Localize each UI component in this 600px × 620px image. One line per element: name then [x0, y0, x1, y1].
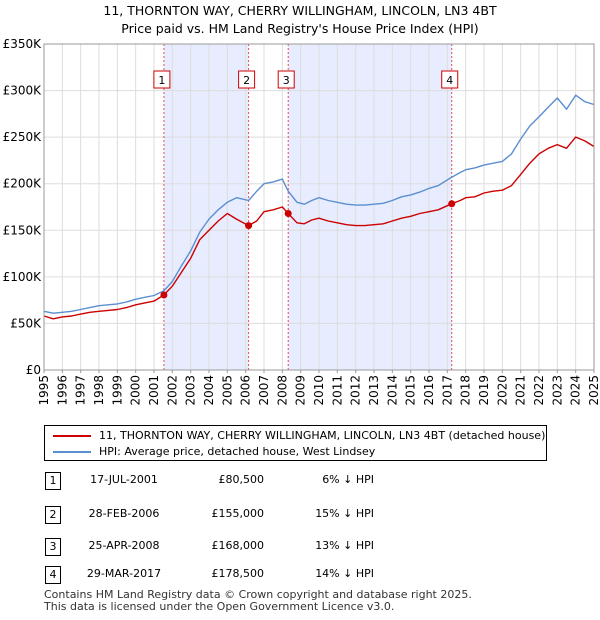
footer-line-1: Contains HM Land Registry data © Crown c… — [44, 588, 472, 601]
x-tick-label: 2020 — [495, 375, 509, 406]
x-tick-label: 2017 — [440, 375, 454, 406]
table-row: 4 29-MAR-2017 £178,500 14% ↓ HPI — [44, 564, 444, 584]
y-tick-label: £100K — [3, 270, 43, 284]
transaction-hpi: 15% ↓ HPI — [315, 507, 374, 520]
x-tick-label: 2025 — [587, 375, 600, 406]
transaction-price: £178,500 — [211, 567, 265, 580]
marker-box — [153, 70, 171, 89]
legend: 11, THORNTON WAY, CHERRY WILLINGHAM, LIN… — [44, 425, 547, 461]
transaction-badge: 4 — [45, 566, 61, 584]
legend-item-red: 11, THORNTON WAY, CHERRY WILLINGHAM, LIN… — [53, 428, 545, 444]
transaction-date: 28-FEB-2006 — [88, 507, 160, 520]
y-tick-label: £0 — [26, 363, 41, 377]
legend-item-blue: HPI: Average price, detached house, West… — [53, 444, 375, 460]
x-tick-label: 1998 — [92, 375, 106, 406]
transaction-badge: 3 — [45, 538, 61, 556]
x-tick-label: 1995 — [37, 375, 51, 406]
x-tick-label: 2018 — [459, 375, 473, 406]
x-tick-label: 2023 — [550, 375, 564, 406]
x-tick-label: 1999 — [110, 375, 124, 406]
x-tick-label: 2016 — [422, 375, 436, 406]
chart-title: 11, THORNTON WAY, CHERRY WILLINGHAM, LIN… — [0, 2, 600, 38]
x-tick-label: 1997 — [74, 375, 88, 406]
legend-swatch-blue — [53, 451, 91, 453]
legend-label-blue: HPI: Average price, detached house, West… — [99, 445, 376, 458]
y-tick-label: £200K — [3, 177, 43, 191]
table-row: 3 25-APR-2008 £168,000 13% ↓ HPI — [44, 536, 444, 556]
x-tick-label: 2010 — [312, 375, 326, 406]
table-row: 1 17-JUL-2001 £80,500 6% ↓ HPI — [44, 470, 444, 490]
y-tick-label: £50K — [10, 316, 42, 330]
x-tick-label: 2022 — [532, 375, 546, 406]
marker-label: 1 — [158, 74, 165, 87]
footer: Contains HM Land Registry data © Crown c… — [44, 589, 472, 613]
y-tick-label: £150K — [3, 223, 43, 237]
transaction-price: £80,500 — [218, 473, 265, 486]
transaction-badge: 2 — [45, 506, 61, 524]
series-line-price-paid — [43, 136, 595, 320]
transaction-hpi: 13% ↓ HPI — [315, 539, 374, 552]
sale-point — [245, 222, 253, 230]
y-tick-label: £300K — [3, 84, 43, 98]
x-tick-label: 2000 — [129, 375, 143, 406]
shaded-period — [288, 44, 452, 370]
x-tick-label: 2013 — [367, 375, 381, 406]
transaction-price: £155,000 — [211, 507, 265, 520]
shaded-period — [163, 44, 249, 370]
x-tick-label: 2015 — [404, 375, 418, 406]
x-tick-label: 2001 — [147, 375, 161, 406]
footer-line-2: This data is licensed under the Open Gov… — [44, 600, 395, 613]
sale-point — [448, 200, 456, 208]
x-tick-label: 2004 — [202, 375, 216, 406]
x-tick-label: 2024 — [569, 375, 583, 406]
x-tick-label: 1996 — [55, 375, 69, 406]
legend-swatch-red — [53, 435, 91, 437]
x-tick-label: 2014 — [385, 375, 399, 406]
transaction-badge: 1 — [45, 472, 61, 490]
marker-label: 2 — [243, 74, 250, 87]
transaction-price: £168,000 — [211, 539, 265, 552]
x-tick-label: 2021 — [514, 375, 528, 406]
x-tick-label: 2008 — [275, 375, 289, 406]
legend-label-red: 11, THORNTON WAY, CHERRY WILLINGHAM, LIN… — [99, 429, 546, 442]
x-tick-label: 2005 — [220, 375, 234, 406]
price-chart: 1 2 3 4 £0 £50K £100K £150K £200K £250K £300K £350K… — [3, 37, 600, 406]
x-tick-label: 2009 — [294, 375, 308, 406]
y-tick-label: £250K — [3, 130, 43, 144]
x-tick-label: 2012 — [349, 375, 363, 406]
transaction-date: 17-JUL-2001 — [90, 473, 158, 486]
transaction-hpi: 14% ↓ HPI — [315, 567, 374, 580]
table-row: 2 28-FEB-2006 £155,000 15% ↓ HPI — [44, 504, 444, 524]
x-tick-label: 2003 — [184, 375, 198, 406]
title-line-2: Price paid vs. HM Land Registry's House … — [121, 21, 479, 36]
transaction-hpi: 6% ↓ HPI — [322, 473, 374, 486]
sale-point — [160, 291, 168, 299]
marker-box — [441, 70, 459, 89]
x-tick-label: 2006 — [239, 375, 253, 406]
sale-point — [284, 210, 292, 218]
x-tick-label: 2019 — [477, 375, 491, 406]
marker-label: 3 — [283, 74, 290, 87]
x-tick-label: 2002 — [165, 375, 179, 406]
transaction-date: 29-MAR-2017 — [86, 567, 162, 580]
x-tick-label: 2007 — [257, 375, 271, 406]
x-tick-label: 2011 — [330, 375, 344, 406]
transaction-date: 25-APR-2008 — [88, 539, 160, 552]
marker-box — [277, 70, 295, 89]
marker-label: 4 — [446, 74, 453, 87]
marker-box — [238, 70, 256, 89]
title-line-1: 11, THORNTON WAY, CHERRY WILLINGHAM, LIN… — [103, 3, 497, 18]
y-tick-label: £350K — [3, 37, 43, 51]
series-line-hpi — [43, 94, 595, 314]
